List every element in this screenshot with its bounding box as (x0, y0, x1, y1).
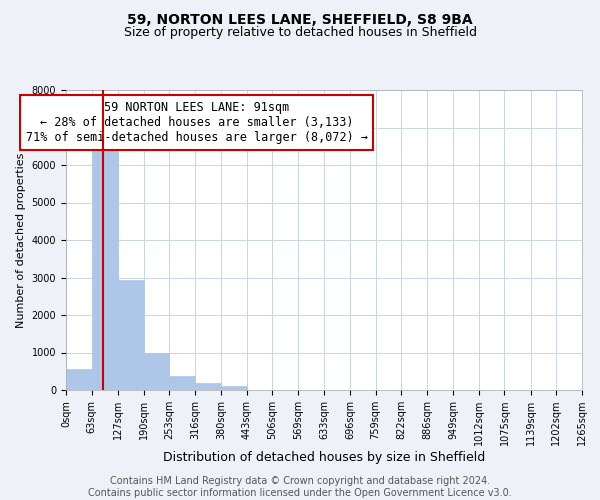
Bar (221, 386, 247, 390)
Y-axis label: Number of detached properties: Number of detached properties (16, 152, 26, 328)
Bar (92, 150, 118, 390)
Bar (143, 353, 169, 390)
Text: Contains HM Land Registry data © Crown copyright and database right 2024.
Contai: Contains HM Land Registry data © Crown c… (88, 476, 512, 498)
Text: Size of property relative to detached houses in Sheffield: Size of property relative to detached ho… (124, 26, 476, 39)
Bar (195, 384, 221, 390)
Bar (169, 376, 195, 390)
Text: 59 NORTON LEES LANE: 91sqm
← 28% of detached houses are smaller (3,133)
71% of s: 59 NORTON LEES LANE: 91sqm ← 28% of deta… (26, 101, 368, 144)
X-axis label: Distribution of detached houses by size in Sheffield: Distribution of detached houses by size … (163, 451, 485, 464)
Text: 59, NORTON LEES LANE, SHEFFIELD, S8 9BA: 59, NORTON LEES LANE, SHEFFIELD, S8 9BA (127, 12, 473, 26)
Bar (66, 369, 92, 390)
Bar (118, 280, 143, 390)
